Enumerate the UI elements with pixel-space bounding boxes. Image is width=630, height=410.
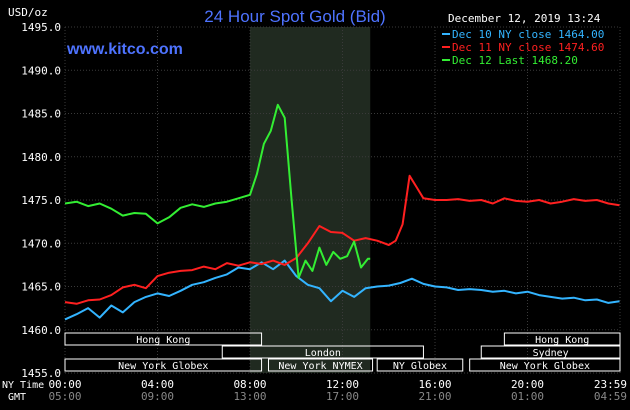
x-tick-label-ny: 04:00	[141, 378, 174, 391]
session-box	[221, 345, 424, 359]
session-label: New York NYMEX	[278, 361, 362, 372]
x-tick-label-ny: 16:00	[418, 378, 451, 391]
x-tick-label-ny: 08:00	[233, 378, 266, 391]
legend-entry: Dec 11 NY close 1474.60	[452, 41, 604, 54]
session-label: Sydney	[533, 348, 569, 359]
x-tick-label-gmt: 13:00	[233, 390, 266, 403]
nymex-session-highlight	[250, 27, 371, 373]
x-tick-label-ny: 12:00	[326, 378, 359, 391]
session-box	[480, 345, 621, 359]
legend-entry: Dec 12 Last 1468.20	[452, 54, 578, 67]
session-box	[503, 332, 621, 346]
price-series	[64, 103, 620, 321]
y-axis-label: USD/oz	[8, 6, 48, 19]
x-axis-label-ny: NY Time	[2, 380, 44, 391]
legend-entry: Dec 10 NY close 1464.00	[452, 28, 604, 41]
session-label: Hong Kong	[136, 335, 190, 346]
x-tick-label-ny: 20:00	[511, 378, 544, 391]
y-tick-label: 1465.0	[21, 281, 61, 294]
y-axis-ticks: 1495.0 1490.0 1485.0 1480.0 1475.0 1470.0 1465…	[21, 21, 61, 380]
session-label: Hong Kong	[535, 335, 589, 346]
x-tick-label-ny: 23:59	[594, 378, 627, 391]
series-line-3	[64, 103, 371, 279]
y-tick-label: 1490.0	[21, 64, 61, 77]
series-line-1	[64, 259, 620, 321]
session-label: London	[305, 348, 341, 359]
session-box	[469, 358, 621, 372]
x-tick-label-gmt: 04:59	[594, 390, 627, 403]
x-tick-label-gmt: 09:00	[141, 390, 174, 403]
y-tick-label: 1460.0	[21, 324, 61, 337]
x-tick-label-ny: 00:00	[48, 378, 81, 391]
y-tick-label: 1455.0	[21, 367, 61, 380]
x-tick-label-gmt: 21:00	[418, 390, 451, 403]
trading-sessions: Hong Kong London New York Globex New York N…	[64, 332, 621, 372]
x-tick-label-gmt: 17:00	[326, 390, 359, 403]
y-tick-label: 1485.0	[21, 108, 61, 121]
session-box	[376, 358, 464, 372]
x-tick-label-gmt: 05:00	[48, 390, 81, 403]
chart-title: 24 Hour Spot Gold (Bid)	[204, 7, 385, 26]
x-axis-label-gmt: GMT	[8, 392, 26, 403]
y-tick-label: 1495.0	[21, 21, 61, 34]
session-box	[64, 358, 263, 372]
session-label: New York Globex	[118, 361, 208, 372]
x-tick-label-gmt: 01:00	[511, 390, 544, 403]
session-box	[268, 358, 374, 372]
y-tick-label: 1480.0	[21, 151, 61, 164]
website-label[interactable]: www.kitco.com	[66, 41, 183, 58]
timestamp: December 12, 2019 13:24	[448, 12, 601, 25]
session-label: New York Globex	[500, 361, 590, 372]
session-box	[64, 332, 263, 346]
grid-lines	[64, 26, 621, 374]
y-tick-label: 1475.0	[21, 194, 61, 207]
y-tick-label: 1470.0	[21, 237, 61, 250]
session-label: NY Globex	[393, 361, 447, 372]
